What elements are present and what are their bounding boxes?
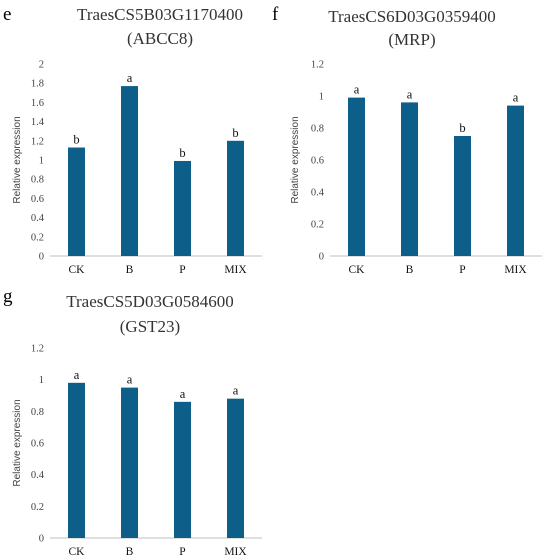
y-axis-title: Relative expression bbox=[12, 116, 23, 203]
bar bbox=[121, 387, 138, 538]
y-tick-label: 1.2 bbox=[31, 344, 44, 355]
y-tick-label: 0.4 bbox=[311, 188, 325, 199]
x-category-label: MIX bbox=[224, 264, 247, 276]
significance-label: b bbox=[459, 121, 465, 135]
bar bbox=[68, 382, 85, 538]
x-category-label: CK bbox=[69, 546, 86, 558]
significance-label: a bbox=[354, 83, 360, 97]
significance-label: a bbox=[127, 71, 133, 85]
panel-letter: f bbox=[272, 4, 279, 25]
y-tick-label: 0.4 bbox=[31, 470, 45, 481]
x-category-label: CK bbox=[69, 264, 86, 276]
y-tick-label: 1.8 bbox=[31, 79, 44, 90]
bar bbox=[401, 102, 418, 257]
significance-label: a bbox=[407, 87, 413, 101]
y-tick-label: 0.2 bbox=[31, 232, 44, 243]
chart-title: TraesCS5D03G0584600 bbox=[66, 292, 234, 311]
chart-subtitle: (ABCC8) bbox=[127, 29, 193, 48]
bar bbox=[507, 105, 524, 256]
x-category-label: B bbox=[126, 264, 134, 276]
y-tick-label: 0 bbox=[39, 252, 44, 263]
y-tick-label: 0 bbox=[39, 534, 44, 545]
y-tick-label: 0.2 bbox=[31, 502, 44, 513]
y-axis-title: Relative expression bbox=[290, 116, 301, 203]
y-tick-label: 1.4 bbox=[31, 117, 45, 128]
bar bbox=[174, 401, 191, 538]
y-tick-label: 1.6 bbox=[31, 98, 44, 109]
y-tick-label: 1 bbox=[39, 156, 44, 167]
bar bbox=[121, 86, 138, 256]
x-category-label: P bbox=[179, 264, 185, 276]
y-tick-label: 0.4 bbox=[31, 213, 45, 224]
x-category-label: MIX bbox=[224, 546, 247, 558]
bar bbox=[68, 147, 85, 256]
y-tick-label: 0.8 bbox=[31, 175, 44, 186]
y-tick-label: 1.2 bbox=[31, 136, 44, 147]
bar bbox=[174, 160, 191, 256]
significance-label: b bbox=[73, 133, 79, 147]
bar bbox=[227, 398, 244, 538]
y-tick-label: 0.8 bbox=[31, 407, 44, 418]
chart-subtitle: (GST23) bbox=[120, 317, 180, 336]
x-category-label: P bbox=[179, 546, 185, 558]
panel-letter: e bbox=[3, 4, 11, 25]
x-category-label: B bbox=[126, 546, 134, 558]
significance-label: a bbox=[513, 91, 519, 105]
y-axis-title: Relative expression bbox=[12, 399, 23, 486]
significance-label: a bbox=[74, 368, 80, 382]
chart-subtitle: (MRP) bbox=[388, 30, 435, 49]
y-tick-label: 0.6 bbox=[31, 194, 44, 205]
y-tick-label: 0.6 bbox=[31, 439, 44, 450]
y-tick-label: 1 bbox=[39, 375, 44, 386]
bar bbox=[227, 140, 244, 256]
significance-label: b bbox=[232, 126, 238, 140]
significance-label: a bbox=[233, 384, 239, 398]
y-tick-label: 0.6 bbox=[311, 156, 324, 167]
y-tick-label: 2 bbox=[39, 60, 44, 71]
y-tick-label: 0.2 bbox=[311, 220, 324, 231]
x-category-label: P bbox=[459, 264, 465, 276]
y-tick-label: 1 bbox=[319, 92, 324, 103]
x-category-label: CK bbox=[349, 264, 366, 276]
y-tick-label: 0.8 bbox=[311, 124, 324, 135]
significance-label: a bbox=[127, 373, 133, 387]
x-category-label: MIX bbox=[504, 264, 527, 276]
y-tick-label: 1.2 bbox=[311, 60, 324, 71]
x-category-label: B bbox=[406, 264, 414, 276]
y-tick-label: 0 bbox=[319, 252, 324, 263]
bar bbox=[454, 136, 471, 256]
chart-title: TraesCS5B03G1170400 bbox=[77, 5, 243, 24]
panel-letter: g bbox=[3, 286, 13, 307]
bar bbox=[348, 97, 365, 256]
significance-label: b bbox=[179, 146, 185, 160]
significance-label: a bbox=[180, 387, 186, 401]
chart-title: TraesCS6D03G0359400 bbox=[328, 7, 496, 26]
